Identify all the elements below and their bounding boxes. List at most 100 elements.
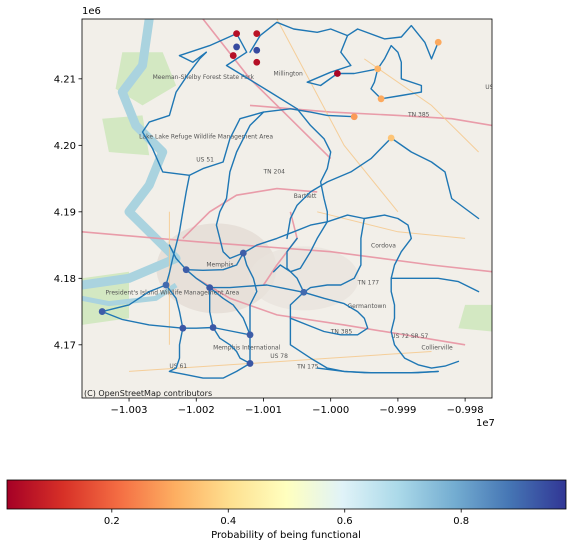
- network-edge: [336, 68, 379, 75]
- basemap-label: Millington: [274, 71, 303, 78]
- network-edge: [242, 252, 258, 336]
- network-edge: [212, 326, 251, 336]
- network-edge: [272, 221, 328, 273]
- network-node: [229, 52, 237, 59]
- x-tick-label: −1.000: [312, 405, 349, 416]
- network-edge: [296, 108, 332, 223]
- network-edge: [101, 284, 167, 313]
- basemap-label: TN 175: [296, 364, 319, 371]
- network-node: [253, 58, 261, 66]
- x-tick-label: −1.001: [245, 405, 282, 416]
- network-edge: [209, 284, 305, 293]
- y-tick-label: 4.21: [54, 74, 76, 85]
- x-tick-label: −1.002: [178, 405, 215, 416]
- basemap-label: TN 204: [262, 168, 285, 175]
- network-edge: [289, 291, 369, 336]
- basemap-label: Cordova: [371, 243, 396, 250]
- river-side-channel: [82, 282, 178, 307]
- network-edge: [326, 214, 460, 369]
- y-tick-label: 4.20: [54, 141, 76, 152]
- colorbar-label: Probability of being functional: [211, 530, 361, 541]
- network-node: [206, 284, 214, 292]
- network-edge: [390, 137, 480, 220]
- map-attribution: (C) OpenStreetMap contributors: [84, 389, 212, 398]
- network-node: [182, 266, 190, 274]
- major-road-4: [182, 187, 318, 239]
- network-edge: [212, 326, 251, 365]
- x-offset-label: 1e7: [476, 418, 495, 429]
- network-edge: [188, 108, 355, 176]
- network-edge: [306, 34, 352, 87]
- y-tick-label: 4.18: [54, 274, 76, 285]
- minor-road-4: [317, 211, 466, 239]
- network-node: [334, 70, 341, 77]
- network-edge: [165, 174, 191, 286]
- network-edge: [182, 326, 214, 329]
- x-tick-label: −0.999: [379, 405, 416, 416]
- basemap-label: Memphis: [206, 261, 233, 268]
- network-edge: [390, 277, 480, 293]
- network-node: [162, 281, 170, 289]
- network-edge: [242, 221, 328, 254]
- network-edge: [303, 217, 365, 293]
- network-edge: [165, 284, 184, 329]
- network-edge: [346, 24, 439, 60]
- basemap-label: US 78: [270, 353, 288, 360]
- network-edge: [215, 111, 265, 260]
- network-edge: [286, 137, 392, 240]
- minor-road-1: [364, 58, 479, 153]
- network-node: [253, 30, 261, 38]
- x-axis: −1.003 −1.002 −1.001 −1.000 −0.999 −0.998: [111, 398, 484, 416]
- basemap-label: US 72 SR 57: [391, 333, 428, 340]
- network-edge: [168, 244, 187, 271]
- basemap-label: TN 385: [330, 329, 353, 336]
- basemap-label: Germantown: [347, 303, 386, 310]
- network-edge: [178, 32, 238, 57]
- network-node: [387, 134, 395, 142]
- network-edge: [370, 68, 382, 100]
- colorbar-tick-label: 0.4: [220, 516, 236, 527]
- network-node: [179, 324, 187, 332]
- network-nodes: [98, 30, 442, 367]
- x-tick-label: −0.998: [447, 405, 484, 416]
- colorbar-gradient: [6, 479, 567, 510]
- urban-area-east: [248, 246, 359, 311]
- basemap-label: Memphis International: [213, 344, 281, 351]
- park-area-0: [115, 52, 177, 106]
- axes-frame: [81, 18, 493, 399]
- network-edge: [209, 286, 214, 329]
- basemap: [82, 19, 492, 372]
- minor-road-0: [276, 19, 399, 213]
- colorbar: 0.2 0.4 0.6 0.8 Probability of being functi…: [6, 479, 567, 541]
- y-axis: 4.17 4.18 4.19 4.20 4.21: [54, 74, 82, 351]
- colorbar-tick-label: 0.6: [337, 516, 353, 527]
- y-offset-label: 1e6: [82, 6, 101, 17]
- major-road-2: [195, 277, 466, 346]
- major-road-0: [202, 19, 332, 160]
- network-edge: [185, 269, 211, 289]
- network-node: [246, 331, 254, 339]
- network-node: [253, 46, 261, 54]
- network-node: [246, 360, 254, 367]
- network-edges: [101, 21, 480, 379]
- x-tick-label: −1.003: [111, 405, 148, 416]
- network-edge: [286, 237, 305, 293]
- network-edge: [141, 51, 207, 176]
- network-edge: [101, 310, 184, 329]
- network-node: [209, 324, 217, 331]
- network-node: [434, 38, 442, 46]
- river-mississippi: [82, 19, 181, 290]
- basemap-label: TN 385: [407, 112, 430, 119]
- basemap-label: Meeman-Shelby Forest State Park: [153, 74, 255, 81]
- network-node: [300, 288, 308, 296]
- minor-road-2: [128, 351, 432, 372]
- basemap-label: US 70: [485, 84, 503, 91]
- major-road-3: [249, 104, 492, 127]
- network-node: [233, 30, 240, 38]
- network-edge: [209, 286, 251, 336]
- basemap-label: US 51: [196, 156, 214, 163]
- network-edge: [249, 21, 349, 53]
- park-area-3: [458, 304, 492, 332]
- network-edge: [316, 367, 439, 374]
